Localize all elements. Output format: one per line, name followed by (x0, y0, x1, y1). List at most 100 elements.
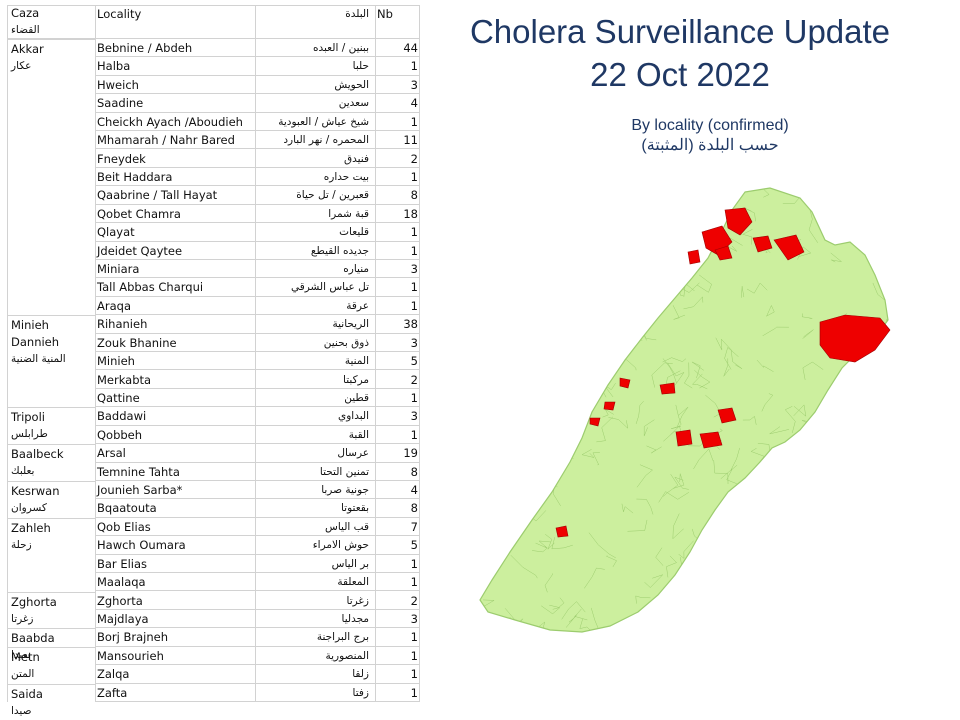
boundary-line (671, 425, 682, 434)
locality-name: Qob Elias (97, 519, 151, 534)
locality-name: Bebnine / Abdeh (97, 41, 193, 55)
case-count: 1 (410, 243, 418, 258)
table-row: Hawch Oumara حوش الامراء 5 (95, 536, 420, 555)
case-count: 11 (403, 133, 418, 148)
boundary-line (860, 513, 872, 527)
caza-name-en: Baabda (11, 631, 55, 646)
header-nb: Nb (377, 7, 393, 21)
case-count: 5 (410, 538, 418, 553)
caza-label: Zahleh زحلة (7, 520, 93, 554)
boundary-line (673, 473, 685, 489)
boundary-line (533, 261, 538, 277)
boundary-line (762, 180, 769, 181)
table-row: Qattine قطين 1 (95, 389, 420, 408)
table-row: Temnine Tahta تمنين التحتا 8 (95, 463, 420, 481)
locality-name: Majdlaya (97, 611, 149, 626)
boundary-line (646, 445, 662, 454)
lebanon-outline (479, 187, 889, 633)
boundary-line (484, 298, 496, 311)
table-row: Majdlaya مجدليا 3 (95, 610, 420, 629)
title-line-1: Cholera Surveillance Update (469, 13, 891, 50)
table-row: Arsal عرسال 19 (95, 444, 420, 463)
table-row: Jounieh Sarba* جونية صربا 4 (95, 481, 420, 500)
boundary-line (847, 204, 878, 216)
table-row: Zafta زفتا 1 (95, 684, 420, 702)
caza-name-ar: المتن (11, 667, 35, 680)
boundary-line (859, 190, 883, 202)
boundary-line (742, 415, 757, 425)
locality-arabic: برج البراجنة (316, 631, 369, 644)
boundary-line (846, 396, 866, 413)
locality-name: Borj Brajneh (97, 630, 169, 645)
boundary-line (655, 547, 664, 566)
boundary-line (526, 188, 540, 197)
case-count: 38 (403, 317, 418, 332)
locality-name: Qlayat (97, 225, 135, 240)
caza-name-en: Minieh Dannieh (11, 318, 60, 350)
boundary-line (793, 404, 807, 417)
case-count: 1 (410, 427, 418, 442)
boundary-line (894, 615, 906, 632)
boundary-line (544, 573, 554, 593)
boundary-line (470, 255, 478, 267)
table-row: Hweich الحويش 3 (95, 76, 420, 95)
boundary-line (534, 436, 546, 449)
case-count: 3 (410, 409, 418, 424)
case-count: 1 (410, 225, 418, 240)
boundary-line (887, 306, 888, 325)
boundary-line (666, 555, 677, 578)
boundary-line (506, 496, 520, 509)
boundary-line (480, 390, 491, 402)
boundary-line (837, 452, 858, 467)
boundary-line (696, 274, 712, 293)
boundary-line (563, 392, 580, 405)
affected-area-metn-1 (619, 377, 631, 389)
locality-arabic: تمنين التحتا (319, 465, 369, 478)
boundary-line (529, 342, 560, 357)
locality-name: Minieh (97, 354, 135, 369)
boundary-line (635, 595, 651, 604)
caza-name-en: Tripoli (11, 410, 45, 425)
boundary-line (678, 540, 694, 559)
boundary-line (743, 207, 756, 222)
table-divider-arabic (375, 5, 376, 702)
title-date: 22 Oct 2022 (590, 56, 770, 93)
boundary-line (672, 513, 684, 540)
locality-name: Qobbeh (97, 427, 143, 442)
boundary-line (480, 250, 491, 275)
boundary-line (750, 447, 765, 468)
table-row: Borj Brajneh برج البراجنة 1 (95, 628, 420, 647)
locality-name: Mhamarah / Nahr Bared (97, 133, 235, 148)
boundary-line (533, 188, 545, 198)
boundary-line (542, 468, 554, 479)
boundary-line (592, 452, 600, 466)
case-count: 1 (410, 280, 418, 295)
caza-divider (7, 315, 95, 317)
boundary-line (694, 370, 711, 389)
caza-label: Baalbeck بعلبك (7, 446, 93, 480)
locality-name: Tall Abbas Charqui (97, 280, 204, 295)
boundary-line (483, 200, 500, 212)
page-title: Cholera Surveillance Update 22 Oct 2022 (430, 10, 930, 96)
boundary-line (770, 489, 787, 507)
case-count: 4 (410, 96, 418, 111)
boundary-line (606, 340, 625, 363)
locality-name: Miniara (97, 262, 140, 276)
boundary-line (510, 267, 521, 286)
boundary-line (787, 497, 801, 510)
boundary-line (674, 476, 689, 490)
table-row: Qlayat قليعات 1 (95, 223, 420, 242)
boundary-line (568, 608, 582, 623)
boundary-line (819, 180, 844, 187)
locality-arabic: قبة شمرا (328, 207, 369, 220)
boundary-line (684, 362, 693, 389)
case-count: 1 (410, 575, 418, 590)
boundary-line (699, 188, 709, 195)
locality-name: Mansourieh (97, 648, 164, 663)
locality-arabic: حوش الامراء (312, 539, 369, 552)
boundary-line (813, 442, 836, 460)
boundary-line (673, 188, 683, 200)
boundary-line (801, 313, 813, 319)
locality-name: Beit Haddara (97, 169, 173, 184)
boundary-line (662, 602, 686, 630)
